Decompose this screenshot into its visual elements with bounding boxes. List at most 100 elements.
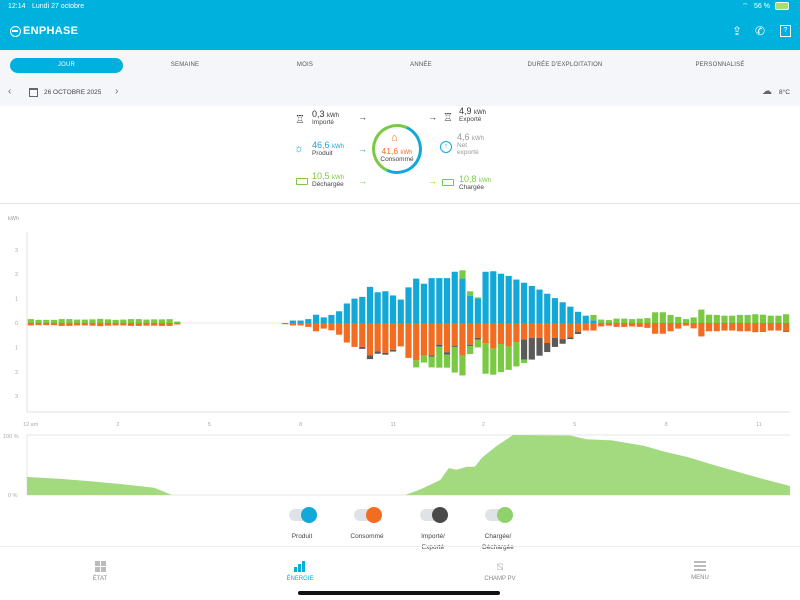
tab-duree-exploitation[interactable]: DURÉE D'EXPLOITATION [527, 62, 603, 68]
bar-exported [567, 337, 574, 340]
bar-discharged [675, 316, 682, 323]
bar-charged [513, 342, 520, 367]
legend-label: Consommé [350, 533, 384, 540]
bar-consumed [698, 323, 705, 337]
bar-consumed [336, 323, 343, 335]
x-tick-label: 11 [756, 422, 762, 428]
bar-exported [390, 349, 397, 352]
bar-consumed [621, 323, 628, 327]
tab-personnalise[interactable]: PERSONNALISÉ [695, 62, 745, 68]
nav-etat[interactable]: ÉTAT [60, 561, 140, 582]
bar-discharged [613, 318, 620, 323]
bar-discharged [605, 320, 612, 323]
nav-menu[interactable]: MENU [660, 561, 740, 581]
bar-consumed [27, 323, 34, 326]
bar-discharged [721, 315, 728, 323]
app-header: ENPHASE ⇪ ✆ ? [0, 14, 800, 50]
bar-consumed [505, 323, 512, 347]
next-day-button[interactable]: › [115, 86, 119, 97]
bar-chart-icon [294, 561, 306, 572]
tab-annee[interactable]: ANNÉE [410, 62, 432, 68]
arrow-right-icon: → [358, 176, 367, 186]
imported-label: Importé [312, 119, 335, 126]
bar-discharged [50, 319, 58, 323]
bar-consumed [66, 323, 73, 326]
legend-label: Chargée/ [484, 533, 512, 540]
calendar-icon[interactable] [29, 88, 38, 97]
imported-value: 0,3 [312, 109, 325, 119]
bar-consumed [659, 323, 666, 334]
share-icon[interactable]: ⇪ [732, 24, 743, 38]
bar-consumed [752, 323, 759, 333]
bar-discharged [174, 321, 181, 323]
bar-discharged [698, 309, 705, 323]
x-tick-label: 8 [665, 422, 668, 428]
bar-consumed [490, 323, 497, 349]
energy-bar-chart: 3 2 1 0 1 2 3 12 am 2 5 8 11 2 5 8 11 [15, 232, 790, 428]
bar-exported [451, 345, 458, 347]
nav-champ-pv[interactable]: ⧅ CHAMP PV [460, 559, 540, 582]
y-tick-label: 1 [15, 345, 18, 351]
chargee-dechargee-toggle[interactable] [485, 507, 513, 523]
bar-exported [521, 339, 528, 360]
bar-produced [420, 283, 427, 323]
nav-energie[interactable]: ÉNERGIE [260, 561, 340, 582]
bar-consumed [282, 323, 289, 325]
bar-charged [443, 354, 451, 368]
bar-charged [505, 346, 512, 370]
selected-date[interactable]: 26 OCTOBRE 2025 [44, 89, 102, 96]
bar-produced [459, 278, 466, 323]
bar-exported [428, 355, 435, 357]
charged-value: 10,8 [459, 174, 477, 184]
bar-produced [428, 278, 435, 323]
bar-exported [359, 346, 366, 349]
grid-tower-icon: ♖ [443, 112, 453, 124]
consomme-toggle[interactable] [354, 507, 382, 523]
bar-consumed [413, 323, 420, 361]
bar-produced [513, 279, 520, 323]
bar-produced [436, 278, 443, 323]
bar-discharged [89, 319, 96, 323]
grid-icon [94, 561, 106, 572]
consumed-value: 41,6 [381, 146, 399, 156]
bar-produced [359, 296, 366, 323]
home-indicator[interactable] [298, 591, 500, 595]
bar-exported [443, 352, 451, 355]
bar-consumed [374, 323, 381, 352]
bar-exported [436, 344, 443, 347]
net-value: 4,6 [457, 132, 470, 142]
produit-toggle[interactable] [289, 507, 317, 523]
bar-charged [482, 343, 489, 374]
bar-consumed [721, 323, 728, 331]
bar-charged [497, 343, 505, 373]
tab-mois[interactable]: MOIS [296, 62, 314, 68]
bar-consumed [166, 323, 173, 326]
bar-discharged [143, 319, 150, 323]
bar-consumed [35, 323, 42, 326]
bar-consumed [343, 323, 350, 343]
arrow-right-icon: → [358, 144, 367, 154]
phone-icon[interactable]: ✆ [755, 24, 766, 38]
battery-icon [296, 178, 308, 185]
bar-consumed [675, 323, 682, 329]
x-tick-label: 8 [299, 422, 302, 428]
bar-discharged [628, 319, 636, 323]
bottom-navigation: ÉTAT ÉNERGIE ⧅ CHAMP PV MENU [0, 546, 800, 600]
net-label: Net [457, 142, 468, 149]
bar-charged [436, 346, 443, 368]
help-icon[interactable]: ? [780, 25, 791, 37]
bar-charged [428, 356, 435, 368]
bar-produced [328, 314, 335, 323]
nav-label: MENU [691, 575, 709, 581]
date-navigator: ‹ 26 OCTOBRE 2025 › ☁ 8°C [0, 80, 800, 106]
importe-exporte-toggle[interactable] [420, 507, 448, 523]
previous-day-button[interactable]: ‹ [8, 86, 12, 97]
bar-produced [551, 298, 559, 323]
bar-consumed [482, 323, 489, 344]
tab-semaine[interactable]: SEMAINE [170, 62, 200, 68]
bar-consumed [713, 323, 720, 332]
bar-consumed [513, 323, 520, 343]
imported-unit: kWh [327, 113, 340, 119]
energy-charts: kWh 3 2 1 0 1 2 3 12 am 2 5 8 11 2 5 8 11 100 % 0 % [3, 216, 790, 499]
tab-jour[interactable]: JOUR [10, 58, 123, 73]
